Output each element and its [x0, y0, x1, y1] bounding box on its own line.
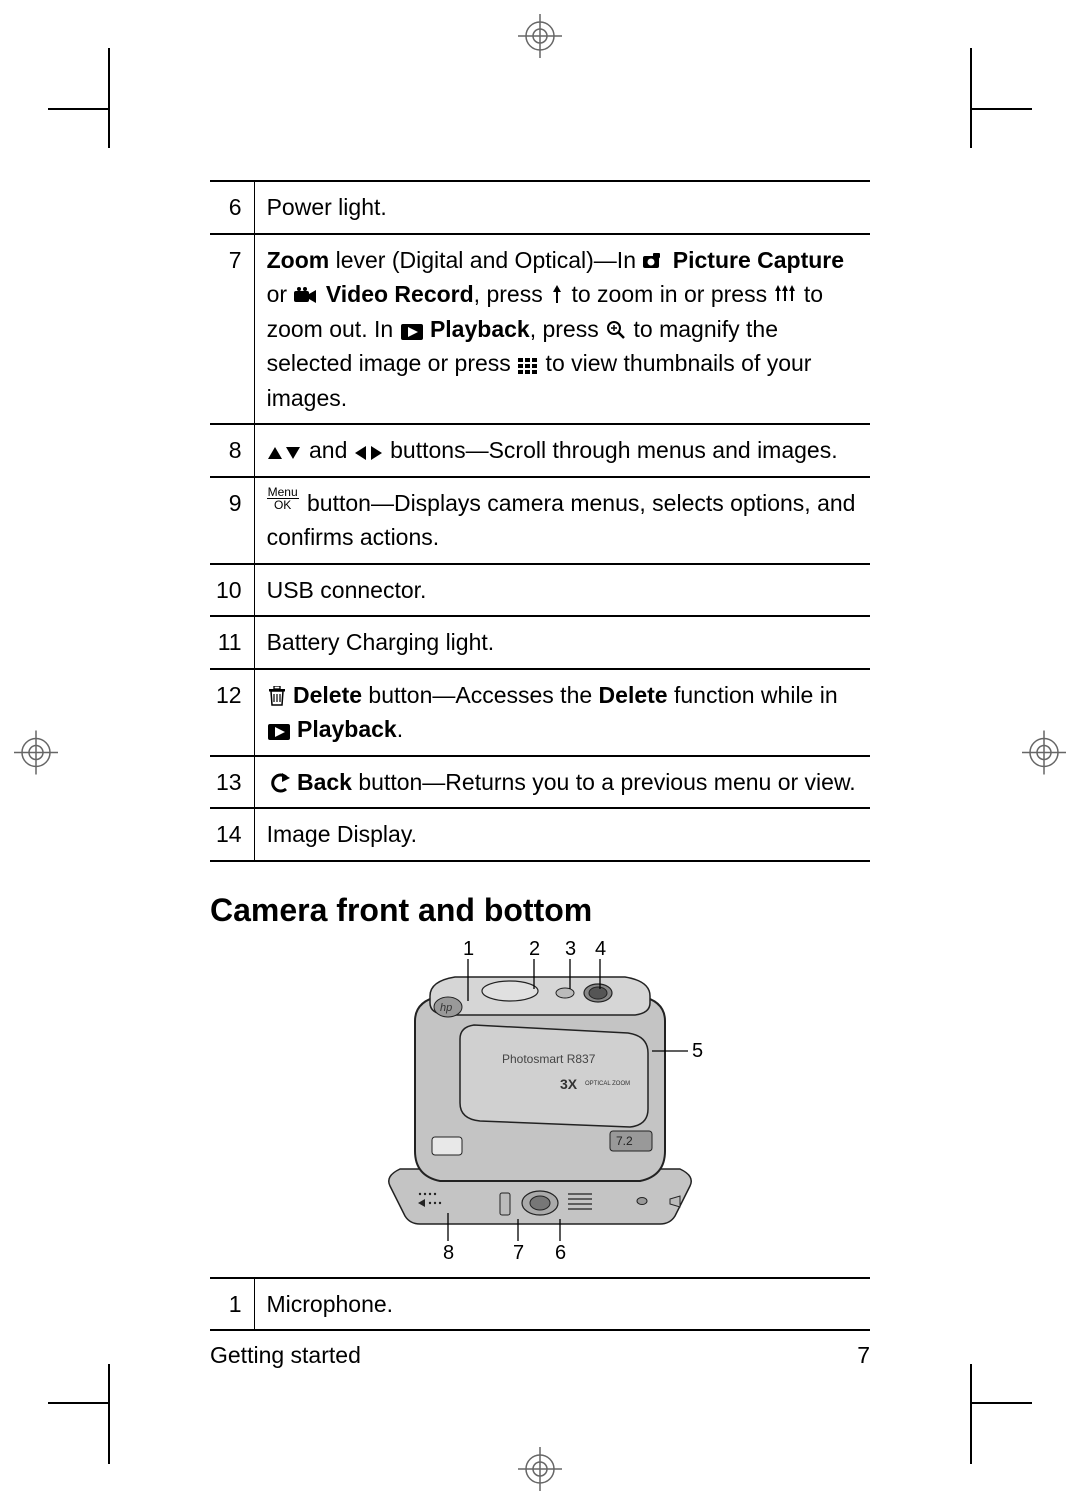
row-description: Image Display. — [254, 808, 870, 861]
table-row: 7Zoom lever (Digital and Optical)—In Pic… — [210, 234, 870, 425]
row-description: Microphone. — [254, 1278, 870, 1331]
svg-text:7: 7 — [513, 1242, 524, 1261]
row-description: Delete button—Accesses the Delete functi… — [254, 669, 870, 756]
registration-right — [1022, 731, 1066, 782]
svg-text:4: 4 — [595, 941, 606, 960]
footer-page-number: 7 — [857, 1342, 870, 1369]
row-number: 1 — [210, 1278, 254, 1331]
table-row: 6Power light. — [210, 181, 870, 234]
parts-table-1: 6Power light.7Zoom lever (Digital and Op… — [210, 180, 870, 862]
row-number: 13 — [210, 756, 254, 809]
row-description: Back button—Returns you to a previous me… — [254, 756, 870, 809]
section-heading: Camera front and bottom — [210, 892, 870, 929]
row-description: USB connector. — [254, 564, 870, 617]
row-number: 12 — [210, 669, 254, 756]
row-number: 14 — [210, 808, 254, 861]
svg-text:Photosmart R837: Photosmart R837 — [502, 1052, 596, 1066]
row-description: MenuOK button—Displays camera menus, sel… — [254, 477, 870, 564]
table-row: 11Battery Charging light. — [210, 616, 870, 669]
svg-text:OPTICAL ZOOM: OPTICAL ZOOM — [585, 1081, 630, 1087]
parts-table-2: 1Microphone. — [210, 1277, 870, 1332]
row-number: 9 — [210, 477, 254, 564]
row-description: Zoom lever (Digital and Optical)—In Pict… — [254, 234, 870, 425]
svg-text:3: 3 — [565, 941, 576, 960]
registration-top — [518, 14, 562, 65]
row-number: 11 — [210, 616, 254, 669]
registration-left — [14, 731, 58, 782]
page-content: 6Power light.7Zoom lever (Digital and Op… — [210, 180, 870, 1331]
table-row: 10USB connector. — [210, 564, 870, 617]
svg-text:hp: hp — [440, 1002, 452, 1014]
svg-text:5: 5 — [692, 1040, 703, 1062]
svg-text:6: 6 — [555, 1242, 566, 1261]
table-row: 13 Back button—Returns you to a previous… — [210, 756, 870, 809]
row-description: and buttons—Scroll through menus and ima… — [254, 424, 870, 477]
row-number: 8 — [210, 424, 254, 477]
row-number: 7 — [210, 234, 254, 425]
registration-bottom — [518, 1447, 562, 1498]
table-row: 9MenuOK button—Displays camera menus, se… — [210, 477, 870, 564]
page-footer: Getting started 7 — [210, 1342, 870, 1369]
camera-diagram: hp Photosmart R837 3X OPTICAL ZOOM 7.2 1 2 34 5 8… — [210, 941, 870, 1261]
svg-text:3X: 3X — [560, 1076, 578, 1092]
table-row: 14Image Display. — [210, 808, 870, 861]
row-number: 6 — [210, 181, 254, 234]
svg-text:7.2: 7.2 — [616, 1134, 633, 1148]
svg-text:8: 8 — [443, 1242, 454, 1261]
footer-section: Getting started — [210, 1342, 361, 1369]
row-description: Power light. — [254, 181, 870, 234]
table-row: 8 and buttons—Scroll through menus and i… — [210, 424, 870, 477]
table-row: 1Microphone. — [210, 1278, 870, 1331]
row-description: Battery Charging light. — [254, 616, 870, 669]
svg-text:1: 1 — [463, 941, 474, 960]
row-number: 10 — [210, 564, 254, 617]
svg-text:2: 2 — [529, 941, 540, 960]
table-row: 12 Delete button—Accesses the Delete fun… — [210, 669, 870, 756]
